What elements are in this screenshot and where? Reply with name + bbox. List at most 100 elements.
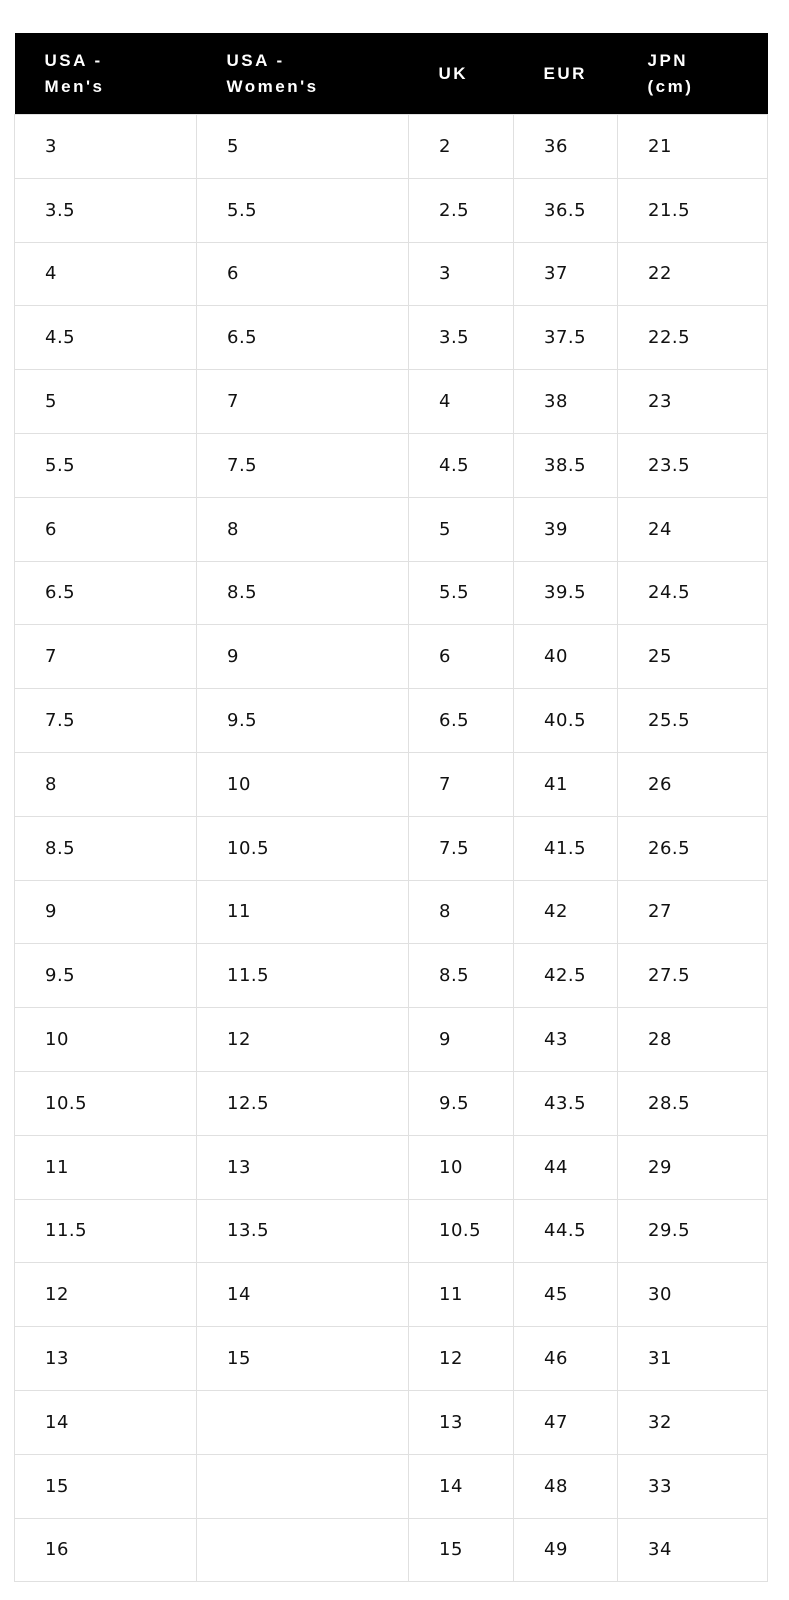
table-row: 8 10 7 41 26: [14, 751, 768, 817]
table-cell: 5.5: [408, 560, 514, 626]
column-header-line: Men's: [44, 76, 105, 96]
table-cell: 8.5: [196, 560, 409, 626]
table-row: 7.5 9.5 6.5 40.5 25.5: [14, 688, 768, 753]
table-cell: 8.5: [408, 943, 514, 1009]
table-cell: [196, 1453, 409, 1519]
table-cell: 12: [196, 1007, 409, 1072]
table-cell: 6.5: [408, 688, 514, 753]
table-cell: 8: [14, 751, 197, 817]
table-cell: 47: [513, 1389, 618, 1455]
table-row: 12 14 11 45 30: [14, 1262, 768, 1328]
table-cell: 31: [617, 1326, 768, 1391]
table-cell: 38: [513, 369, 618, 434]
table-cell: 49: [513, 1517, 618, 1583]
table-cell: 13: [196, 1134, 409, 1200]
column-header-line: USA -: [226, 50, 285, 70]
table-cell: 21.5: [617, 177, 768, 243]
table-cell: 10: [14, 1007, 197, 1072]
table-row: 14 13 47 32: [14, 1389, 768, 1455]
table-cell: 22: [617, 241, 768, 307]
column-header-line: EUR: [543, 63, 587, 83]
table-cell: 41: [513, 751, 618, 817]
column-header: JPN (cm): [617, 33, 768, 115]
table-row: 3.5 5.5 2.5 36.5 21.5: [14, 177, 768, 243]
table-cell: 6.5: [196, 305, 409, 371]
table-cell: 14: [408, 1453, 514, 1519]
table-cell: 16: [14, 1517, 197, 1583]
table-cell: 24: [617, 496, 768, 562]
table-cell: 6: [14, 496, 197, 562]
table-cell: 4: [14, 241, 197, 307]
column-header-line: USA -: [44, 50, 103, 70]
column-header: USA - Men's: [14, 33, 197, 115]
table-cell: 5: [196, 114, 409, 179]
table-row: 11.5 13.5 10.5 44.5 29.5: [14, 1198, 768, 1264]
table-cell: 10.5: [196, 815, 409, 881]
table-cell: 25.5: [617, 688, 768, 753]
table-cell: 11: [196, 879, 409, 945]
table-row: 16 15 49 34: [14, 1517, 768, 1583]
table-cell: 5: [14, 369, 197, 434]
table-cell: 7.5: [196, 432, 409, 498]
column-header-line: UK: [438, 63, 469, 83]
column-header-line: Women's: [226, 76, 319, 96]
table-cell: 7: [196, 369, 409, 434]
table-row: 5 7 4 38 23: [14, 369, 768, 434]
table-cell: 28.5: [617, 1070, 768, 1136]
table-cell: 27.5: [617, 943, 768, 1009]
table-row: 5.5 7.5 4.5 38.5 23.5: [14, 432, 768, 498]
column-header: UK: [408, 33, 514, 115]
table-cell: [196, 1517, 409, 1583]
table-cell: 40: [513, 624, 618, 690]
table-row: 7 9 6 40 25: [14, 624, 768, 690]
table-cell: 12.5: [196, 1070, 409, 1136]
table-cell: 36.5: [513, 177, 618, 243]
table-cell: 44.5: [513, 1198, 618, 1264]
table-cell: 38.5: [513, 432, 618, 498]
table-cell: 13.5: [196, 1198, 409, 1264]
table-cell: 2.5: [408, 177, 514, 243]
table-row: 3 5 2 36 21: [14, 114, 768, 179]
table-cell: 7.5: [14, 688, 197, 753]
table-cell: 29.5: [617, 1198, 768, 1264]
table-cell: 8: [408, 879, 514, 945]
column-header: USA - Women's: [196, 33, 409, 115]
table-cell: 11: [408, 1262, 514, 1328]
table-cell: 15: [408, 1517, 514, 1583]
table-cell: 10.5: [14, 1070, 197, 1136]
table-row: 4.5 6.5 3.5 37.5 22.5: [14, 305, 768, 371]
table-cell: 43: [513, 1007, 618, 1072]
table-cell: 9.5: [14, 943, 197, 1009]
table-cell: 5.5: [14, 432, 197, 498]
column-header-line: (cm): [647, 76, 694, 96]
table-cell: 36: [513, 114, 618, 179]
table-cell: 10: [408, 1134, 514, 1200]
table-cell: 6: [196, 241, 409, 307]
table-cell: 3.5: [408, 305, 514, 371]
table-row: 6.5 8.5 5.5 39.5 24.5: [14, 560, 768, 626]
table-row: 10 12 9 43 28: [14, 1007, 768, 1072]
table-header: USA - Men's USA - Women's UK EUR JPN (cm): [14, 33, 768, 115]
table-cell: 7: [408, 751, 514, 817]
table-cell: 8.5: [14, 815, 197, 881]
table-cell: 13: [14, 1326, 197, 1391]
table-row: 6 8 5 39 24: [14, 496, 768, 562]
table-cell: 33: [617, 1453, 768, 1519]
table-cell: 39: [513, 496, 618, 562]
table-cell: 11.5: [14, 1198, 197, 1264]
table-cell: 25: [617, 624, 768, 690]
table-cell: 14: [14, 1389, 197, 1455]
table-cell: 9.5: [408, 1070, 514, 1136]
table-cell: 26: [617, 751, 768, 817]
table-cell: [196, 1389, 409, 1455]
table-row: 9 11 8 42 27: [14, 879, 768, 945]
table-cell: 29: [617, 1134, 768, 1200]
table-cell: 27: [617, 879, 768, 945]
table-cell: 24.5: [617, 560, 768, 626]
table-cell: 43.5: [513, 1070, 618, 1136]
table-cell: 32: [617, 1389, 768, 1455]
table-cell: 15: [196, 1326, 409, 1391]
table-cell: 48: [513, 1453, 618, 1519]
table-cell: 7: [14, 624, 197, 690]
table-cell: 26.5: [617, 815, 768, 881]
